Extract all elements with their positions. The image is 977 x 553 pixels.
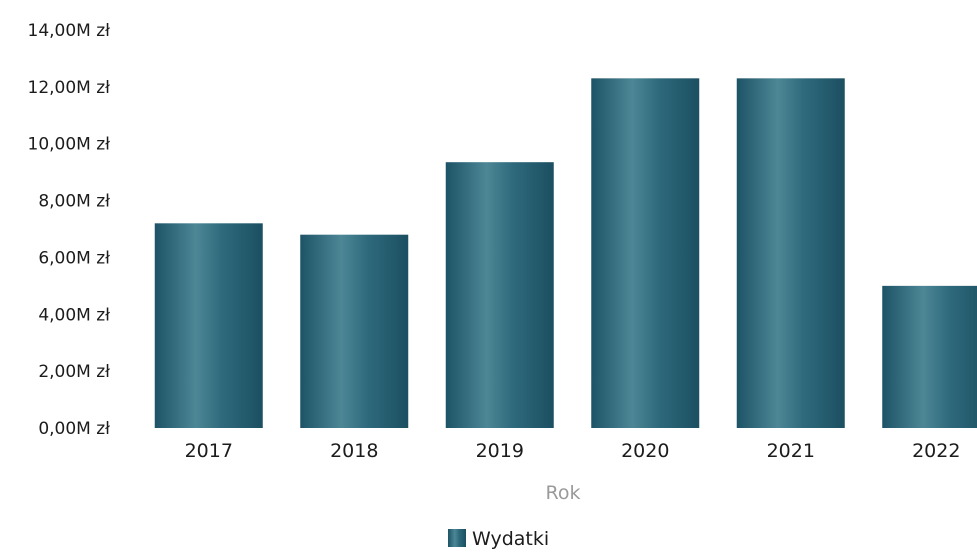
bar-2018 [300,234,409,428]
y-tick-label: 10,00M zł [28,135,111,155]
y-axis: 0,00M zł 2,00M zł 4,00M zł 6,00M zł 8,00M zł… [28,21,111,439]
bar-2020 [591,78,700,428]
y-tick-label: 0,00M zł [38,419,110,439]
y-tick-label: 14,00M zł [28,21,111,41]
bar-2017 [154,223,263,428]
x-tick-label-2017: 2017 [185,440,233,462]
x-axis-title: Rok [546,482,581,504]
y-tick-label: 4,00M zł [38,305,110,325]
bar-2022 [882,285,977,428]
y-tick-label: 6,00M zł [38,248,110,268]
x-tick-label-2022: 2022 [912,440,960,462]
x-axis: 2017 2018 2019 2020 2021 2022 [185,440,961,462]
x-tick-label-2018: 2018 [330,440,378,462]
legend-label-wydatki: Wydatki [472,528,549,550]
legend-swatch [448,529,466,547]
bar-2021 [736,78,845,428]
legend: Wydatki [448,528,549,550]
bars [154,78,977,428]
y-tick-label: 2,00M zł [38,362,110,382]
x-tick-label-2019: 2019 [476,440,524,462]
y-tick-label: 12,00M zł [28,78,111,98]
bar-2019 [445,162,554,428]
x-tick-label-2020: 2020 [621,440,669,462]
y-tick-label: 8,00M zł [38,192,110,212]
x-tick-label-2021: 2021 [767,440,815,462]
